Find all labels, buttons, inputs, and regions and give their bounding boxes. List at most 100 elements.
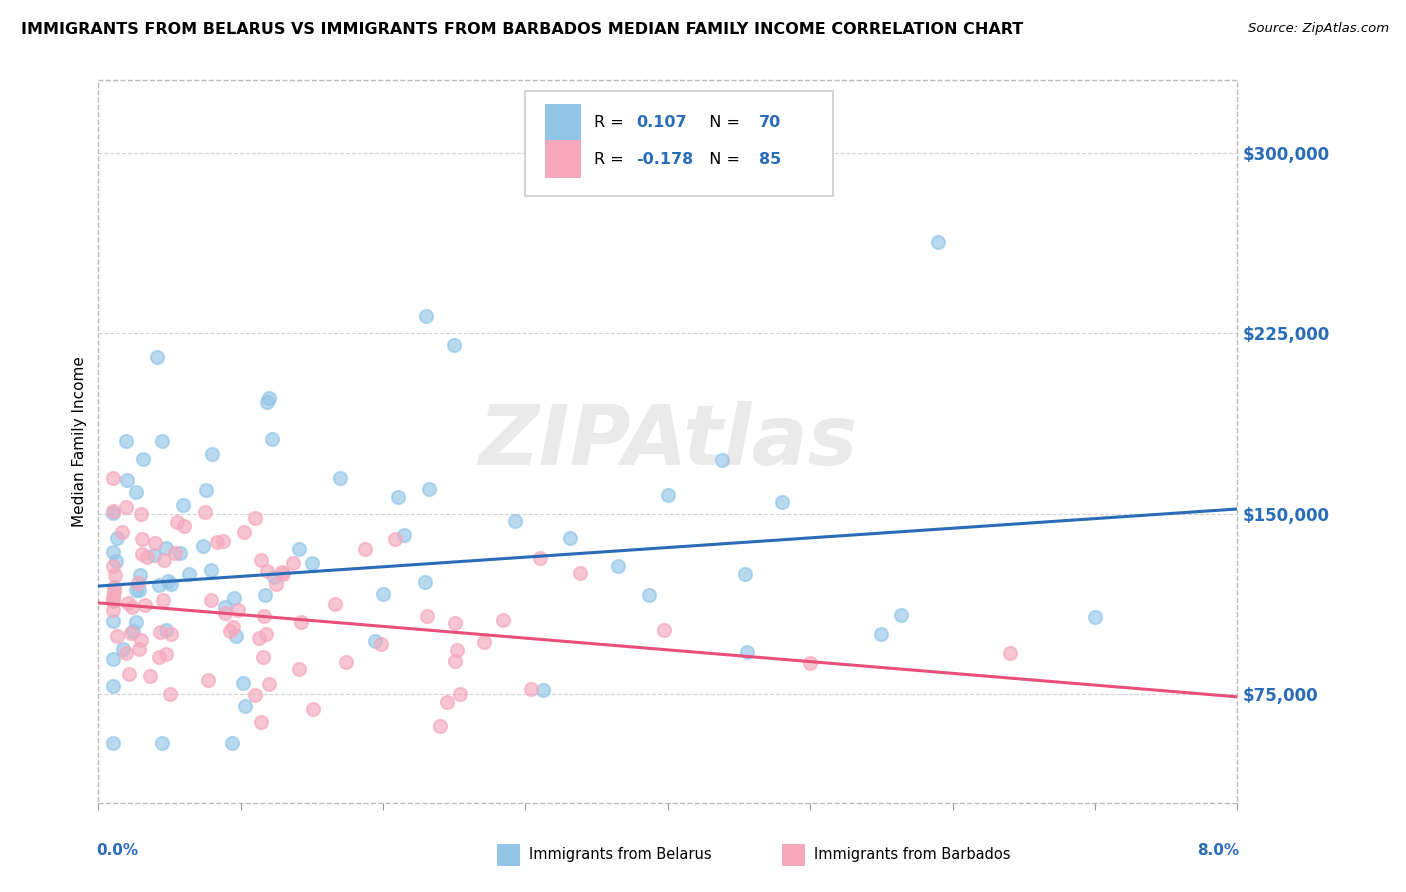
Point [129,632,152,647]
Point [257,677,280,691]
Point [233,698,256,713]
Point [271,565,294,579]
Point [301,556,323,570]
Point [1084,610,1107,624]
Point [128,642,150,657]
Text: 85: 85 [759,152,782,167]
Point [131,547,153,561]
Point [152,592,174,607]
Point [101,602,124,616]
Point [472,634,495,648]
Point [107,531,129,545]
Point [101,591,124,605]
Point [259,391,281,405]
Point [159,626,181,640]
Point [436,695,458,709]
Point [256,395,278,409]
Point [387,490,409,504]
Point [131,533,153,547]
Point [353,541,375,556]
Point [101,679,124,693]
Point [134,599,156,613]
Point [260,432,283,446]
Point [149,624,172,639]
Point [160,576,183,591]
Point [125,484,148,499]
Point [254,627,277,641]
Point [443,338,465,352]
Point [194,483,217,497]
Point [288,541,311,556]
Y-axis label: Median Family Income: Median Family Income [72,356,87,527]
Point [150,735,173,749]
Point [492,613,515,627]
Point [155,541,177,556]
Text: IMMIGRANTS FROM BELARUS VS IMMIGRANTS FROM BARBADOS MEDIAN FAMILY INCOME CORRELA: IMMIGRANTS FROM BELARUS VS IMMIGRANTS FR… [21,22,1024,37]
Point [657,487,679,501]
FancyBboxPatch shape [782,844,804,865]
Point [569,566,592,580]
Point [104,568,127,582]
Text: 8.0%: 8.0% [1198,843,1240,857]
Point [371,587,394,601]
Text: N =: N = [699,115,745,130]
Point [191,539,214,553]
Point [145,535,167,549]
Point [205,535,228,549]
Point [101,545,124,559]
Point [325,597,347,611]
Point [103,585,125,599]
Point [288,662,311,676]
Point [413,574,436,589]
Point [416,609,439,624]
Point [560,531,582,545]
Point [120,625,142,640]
Text: R =: R = [593,152,628,167]
Point [173,519,195,533]
Point [197,673,219,687]
Point [889,607,911,622]
Point [224,591,246,606]
Point [335,655,357,669]
Point [155,623,177,637]
Point [370,637,392,651]
Point [637,588,659,602]
Point [870,627,893,641]
Point [127,575,149,590]
Point [606,558,628,573]
Point [271,567,294,582]
Point [101,594,124,608]
Point [152,553,174,567]
Point [214,600,236,615]
Point [194,506,217,520]
Point [142,548,165,562]
Point [429,719,451,733]
Point [363,633,385,648]
Point [283,557,305,571]
Point [179,567,201,582]
Point [146,350,169,364]
Point [415,310,437,324]
Point [115,473,138,487]
Point [449,687,471,701]
FancyBboxPatch shape [526,91,832,196]
Point [263,570,285,584]
Point [150,434,173,448]
FancyBboxPatch shape [546,140,581,178]
Bar [98,80,1237,803]
Point [163,546,186,560]
Point [101,471,124,485]
Point [105,630,128,644]
Point [252,650,274,665]
Point [503,514,526,528]
Point [118,667,141,681]
Point [735,645,758,659]
Point [734,566,756,581]
Point [222,619,245,633]
Point [212,533,235,548]
Point [443,615,465,630]
Point [101,506,124,520]
Point [302,702,325,716]
Point [101,559,124,574]
Point [329,471,352,485]
